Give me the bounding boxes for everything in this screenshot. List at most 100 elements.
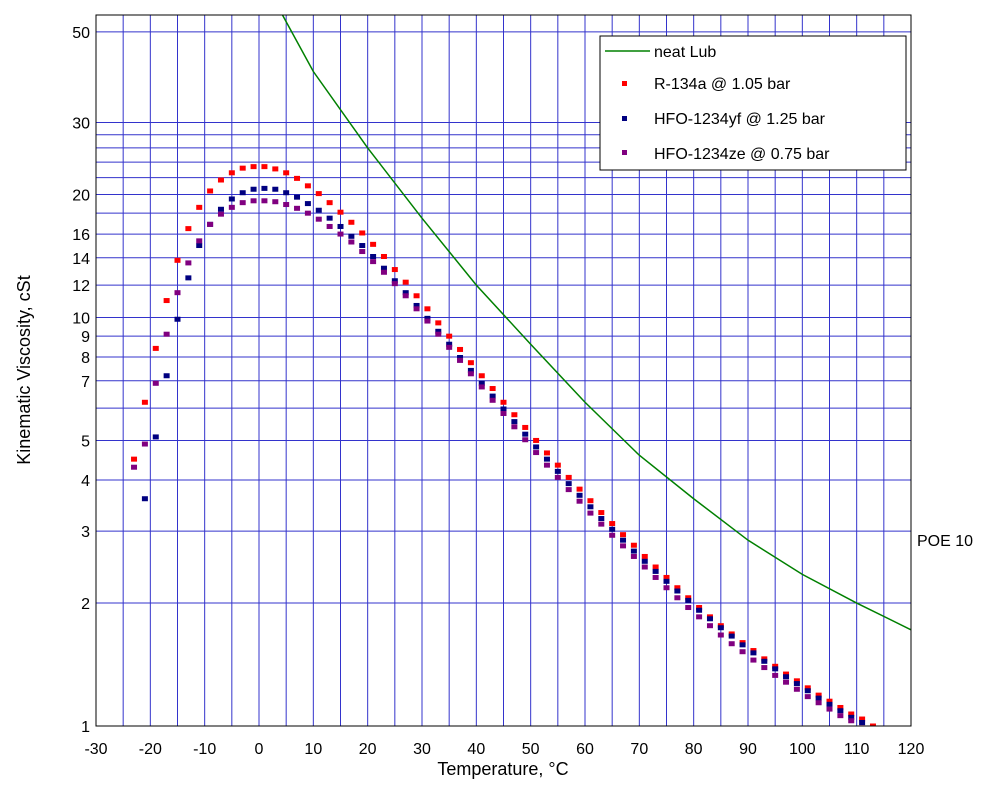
legend-entry-neat-lub: neat Lub [605,44,716,61]
legend-swatch-r134a [622,81,627,86]
data-point [761,665,768,671]
data-point [869,723,876,726]
legend-swatch-hfo1234yf [622,116,627,121]
axes [95,14,912,727]
data-point [533,450,540,456]
data-point [848,718,855,724]
data-point [489,397,496,403]
data-point [881,736,887,741]
data-point [674,595,681,601]
data-point [511,424,518,430]
data-point [630,542,637,548]
data-point [815,695,822,701]
y-tick-label: 12 [72,278,90,295]
data-point [620,543,627,549]
data-point [380,265,387,271]
legend: neat Lub R-134a @ 1.05 bar HFO-1234yf @ … [599,35,907,171]
data-point [326,215,333,221]
y-tick-label: 2 [81,596,90,613]
data-point [196,238,203,244]
data-point [141,496,148,502]
data-point [587,498,594,504]
data-point [250,164,257,170]
data-point [174,316,181,322]
data-point [359,249,366,255]
data-point [131,456,138,462]
data-point [370,254,377,259]
legend-entry-r134a: R-134a @ 1.05 bar [622,76,791,93]
data-point [185,275,192,281]
data-point [152,434,159,440]
y-tick-label: 20 [72,187,90,204]
data-point [674,585,681,591]
data-point [543,450,550,456]
data-point [554,462,561,468]
x-tick-label: 80 [685,741,703,758]
data-point [272,186,279,192]
grid [95,15,912,727]
data-point [185,226,192,232]
data-point [641,553,648,559]
data-point [783,679,790,685]
data-point [674,588,681,594]
x-tick-label: 0 [255,741,264,758]
data-point [337,231,344,237]
x-tick-label: 50 [522,741,540,758]
data-point [304,210,311,216]
data-point [348,233,355,239]
data-point [543,456,550,462]
data-point [163,298,170,304]
data-point [272,166,279,172]
data-point [772,666,779,672]
plot-area [95,14,912,727]
data-point [837,704,844,710]
data-point [196,243,203,249]
data-point [598,510,605,516]
data-point [739,649,746,655]
data-point [815,700,822,706]
legend-box [599,35,907,171]
series-2 [141,185,876,732]
data-point [326,200,333,206]
data-point [391,267,398,273]
data-point [793,681,800,687]
data-point [609,526,616,532]
data-point [261,198,268,204]
data-point [652,564,659,570]
data-point [315,216,322,222]
x-tick-label: -20 [139,741,162,758]
data-point [250,198,257,204]
data-point [250,186,257,192]
y-tick-label: 9 [81,329,90,346]
x-tick-label: 10 [304,741,322,758]
x-tick-label: -30 [84,741,107,758]
data-point [620,537,627,543]
data-point [152,380,159,386]
data-point [413,306,420,312]
data-point [804,688,811,694]
data-point [609,532,616,538]
data-point [783,674,790,680]
data-point [174,257,181,263]
y-tick-label: 1 [81,719,90,736]
data-point [783,671,790,677]
series-1 [131,164,876,726]
data-point [348,239,355,245]
x-tick-label: 90 [739,741,757,758]
data-point [272,199,279,205]
data-point [402,293,409,299]
data-point [870,727,876,732]
legend-label-r134a: R-134a @ 1.05 bar [654,76,791,93]
data-point [359,243,366,249]
data-point [587,510,594,516]
data-point [413,293,420,299]
data-point [228,204,235,210]
data-point [457,357,464,363]
data-point [141,441,148,447]
data-point [402,290,409,296]
data-point [565,474,572,480]
y-tick-label: 30 [72,116,90,133]
data-point [315,191,322,197]
legend-entry-hfo1234ze: HFO-1234ze @ 0.75 bar [622,146,830,163]
